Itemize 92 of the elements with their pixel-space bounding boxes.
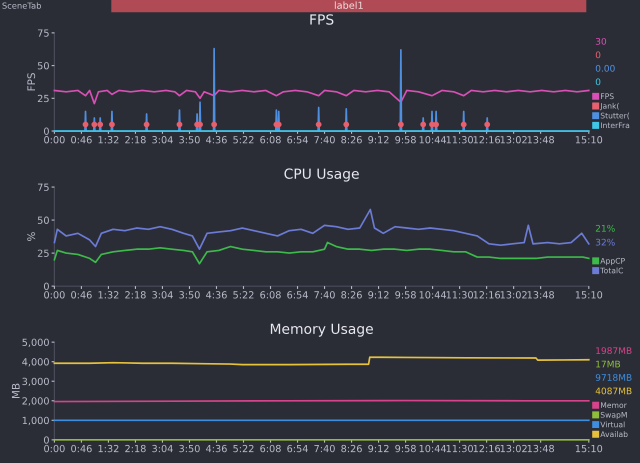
x-tick-label: 15:10 xyxy=(576,291,602,299)
x-tick-label: 7:40 xyxy=(314,444,335,452)
x-tick-label: 1:32 xyxy=(98,291,118,299)
text: 17MB xyxy=(596,360,620,368)
text: label1 xyxy=(334,1,363,9)
text: 1987MB xyxy=(596,347,632,354)
x-tick-label: 8:26 xyxy=(341,136,362,144)
y-tick-label: 3,000 xyxy=(22,378,49,386)
text: 0 xyxy=(596,51,600,58)
y-tick-label: 0 xyxy=(44,436,49,444)
x-tick-label: 8:26 xyxy=(341,291,362,299)
x-tick-label: 12:16 xyxy=(474,136,500,144)
x-tick-label: 13:02 xyxy=(500,444,527,452)
x-tick-label: 10:44 xyxy=(420,444,446,452)
x-tick-label: 3:50 xyxy=(179,291,200,299)
y-tick-label: 2,000 xyxy=(22,397,49,406)
y-axis-title: % xyxy=(27,232,36,241)
x-tick-label: 9:58 xyxy=(395,136,416,144)
x-tick-label: 13:02 xyxy=(500,136,527,144)
text: 32% xyxy=(596,238,615,246)
x-tick-label: 6:08 xyxy=(260,136,281,144)
x-tick-label: 10:44 xyxy=(420,136,446,144)
x-tick-label: 3:04 xyxy=(152,444,173,452)
x-tick-label: 4:36 xyxy=(206,291,227,299)
x-tick-label: 0:00 xyxy=(44,136,65,144)
y-tick-label: 1,000 xyxy=(22,416,49,426)
x-tick-label: 9:12 xyxy=(368,136,389,144)
text: 0 xyxy=(596,78,600,86)
x-tick-label: 0:00 xyxy=(44,291,65,299)
y-tick-label: 25 xyxy=(38,94,49,102)
x-tick-label: 9:58 xyxy=(395,291,416,299)
x-tick-label: 3:04 xyxy=(152,136,173,144)
y-tick-label: 25 xyxy=(38,250,49,257)
y-tick-label: 50 xyxy=(38,62,49,70)
x-tick-label: 1:32 xyxy=(98,136,118,144)
y-tick-label: 4,000 xyxy=(22,358,49,367)
chart-title: Memory Usage xyxy=(270,324,373,337)
y-tick-label: 5,000 xyxy=(22,338,49,347)
text: 0.00 xyxy=(596,64,615,72)
y-axis-title: FPS xyxy=(27,73,36,90)
text: 30 xyxy=(596,38,606,45)
x-tick-label: 5:22 xyxy=(233,291,254,299)
x-tick-label: 0:46 xyxy=(71,136,92,144)
x-tick-label: 6:54 xyxy=(287,444,308,452)
x-tick-label: 6:54 xyxy=(287,136,308,144)
y-tick-label: 75 xyxy=(38,184,49,191)
x-tick-label: 2:18 xyxy=(125,444,146,452)
x-tick-label: 10:44 xyxy=(420,291,446,299)
text: 4087MB xyxy=(596,388,632,394)
x-tick-label: 15:10 xyxy=(576,444,602,452)
x-tick-label: 9:12 xyxy=(368,291,389,299)
x-tick-label: 6:08 xyxy=(260,291,281,299)
x-tick-label: 11:30 xyxy=(446,291,473,299)
x-tick-label: 11:30 xyxy=(446,136,473,144)
x-tick-label: 13:48 xyxy=(528,444,554,452)
x-tick-label: 4:36 xyxy=(206,136,227,144)
y-tick-label: 75 xyxy=(38,29,49,37)
y-tick-label: 50 xyxy=(38,216,49,224)
chart-title: FPS xyxy=(310,14,334,25)
x-tick-label: 4:36 xyxy=(206,444,227,452)
x-tick-label: 3:04 xyxy=(152,291,173,299)
x-tick-label: 7:40 xyxy=(314,291,335,299)
x-tick-label: 1:32 xyxy=(98,444,118,452)
y-tick-label: 0 xyxy=(44,128,49,135)
x-tick-label: 2:18 xyxy=(125,136,146,144)
x-tick-label: 9:58 xyxy=(395,444,416,452)
x-tick-label: 8:26 xyxy=(341,444,362,452)
x-tick-label: 5:22 xyxy=(233,136,254,144)
x-tick-label: 12:16 xyxy=(474,291,500,299)
text: 9718MB xyxy=(596,374,632,381)
x-tick-label: 0:46 xyxy=(71,444,92,452)
x-tick-label: 5:22 xyxy=(233,444,254,452)
text: SceneTab xyxy=(2,2,41,9)
y-axis-title: MB xyxy=(12,384,20,398)
x-tick-label: 3:50 xyxy=(179,136,200,144)
x-tick-label: 9:12 xyxy=(368,444,389,452)
text: 21% xyxy=(596,224,615,232)
x-tick-label: 13:48 xyxy=(528,291,554,299)
chart-title: CPU Usage xyxy=(284,168,359,182)
y-tick-label: 0 xyxy=(44,282,49,290)
x-tick-label: 13:02 xyxy=(500,291,527,299)
x-tick-label: 0:00 xyxy=(44,444,65,452)
x-tick-label: 11:30 xyxy=(446,444,473,452)
x-tick-label: 6:08 xyxy=(260,444,281,452)
x-tick-label: 12:16 xyxy=(474,444,500,452)
x-tick-label: 3:50 xyxy=(179,444,200,452)
x-tick-label: 6:54 xyxy=(287,291,308,299)
x-tick-label: 7:40 xyxy=(314,136,335,144)
x-tick-label: 0:46 xyxy=(71,291,92,299)
x-tick-label: 2:18 xyxy=(125,291,146,299)
x-tick-label: 13:48 xyxy=(528,136,554,144)
x-tick-label: 15:10 xyxy=(576,136,602,144)
